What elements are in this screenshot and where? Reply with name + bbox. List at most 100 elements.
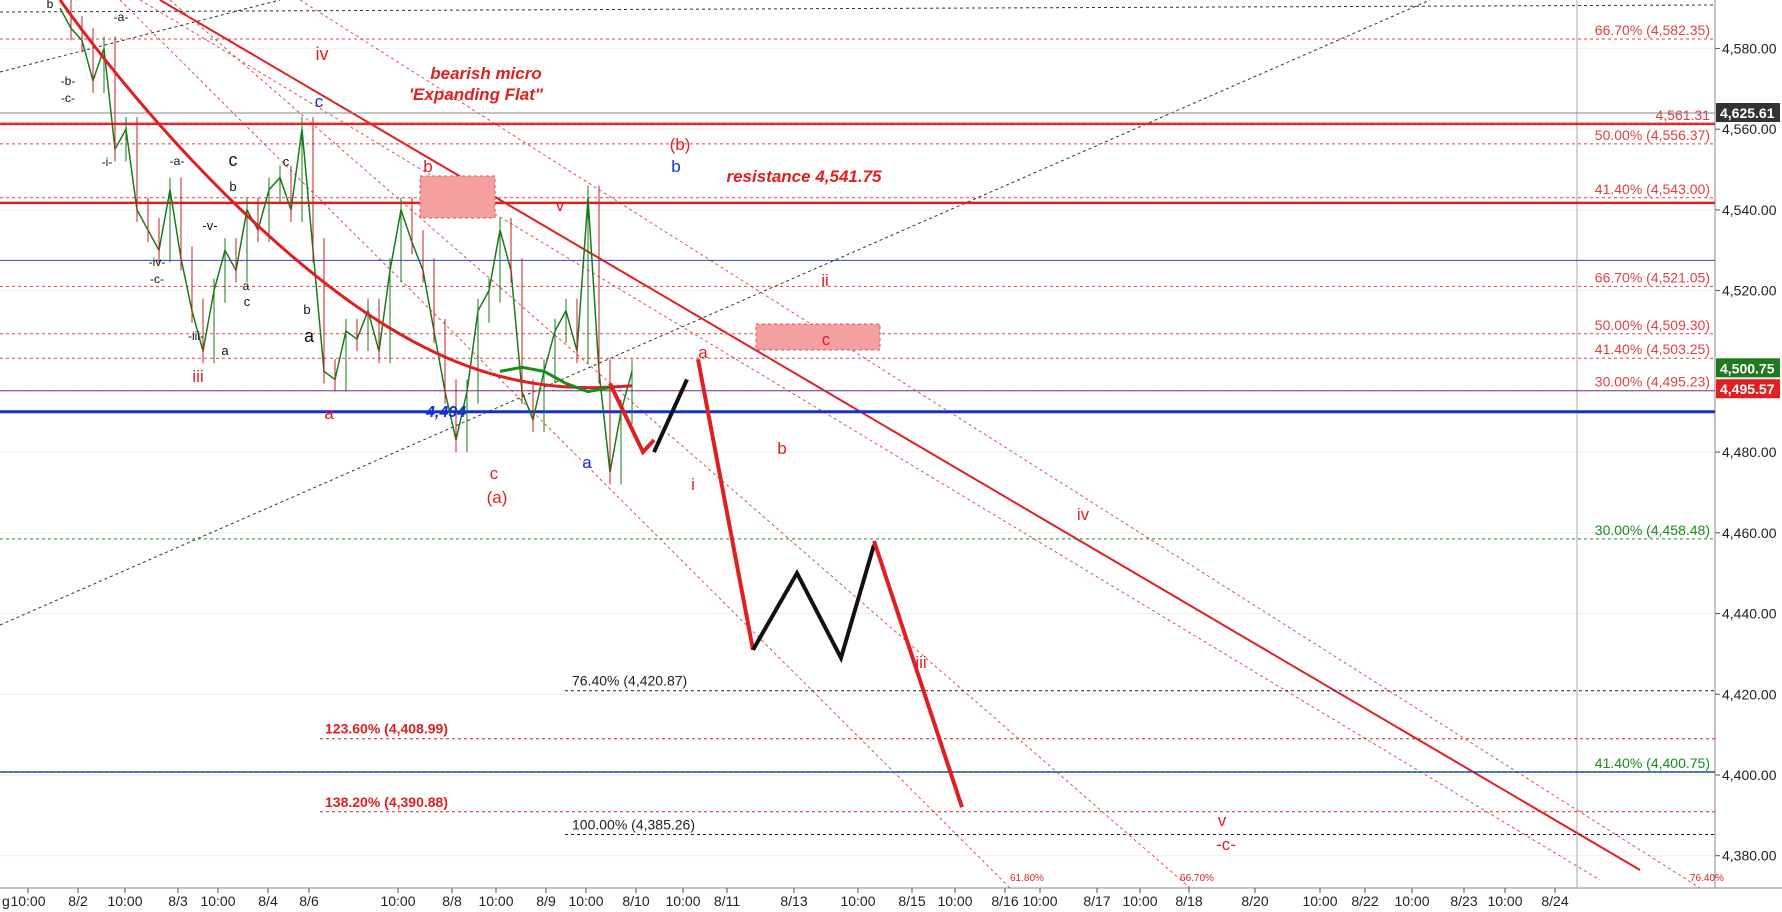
y-tick-label: 4,560.00 xyxy=(1722,121,1777,137)
x-axis: 10:00 8/2 10:00 8/3 10:00 8/4 8/6 10:00 8/8 10:00… xyxy=(2,888,1569,909)
x-tick-label: 8/22 xyxy=(1351,893,1378,909)
x-tick-label: 8/9 xyxy=(536,893,556,909)
x-tick-label: 10:00 xyxy=(478,893,513,909)
wave-label: -a- xyxy=(170,154,185,168)
y-tick-label: 4,580.00 xyxy=(1722,40,1777,56)
x-tick-label: 8/2 xyxy=(68,893,88,909)
wave-label: bearish micro xyxy=(430,64,542,83)
x-tick-label: 8/13 xyxy=(780,893,807,909)
x-tick-label: 10:00 xyxy=(568,893,603,909)
fib-level-label: 66.70% (4,582.35) xyxy=(1595,22,1710,38)
y-tick-label: 4,540.00 xyxy=(1722,202,1777,218)
horizontal-levels xyxy=(0,38,1715,835)
wave-label: c xyxy=(244,294,251,309)
x-tick-label: 10:00 xyxy=(840,893,875,909)
wave-label: a xyxy=(698,343,708,362)
x-tick-label: 10:00 xyxy=(665,893,700,909)
x-tick-label: 8/10 xyxy=(622,893,649,909)
wave-label: (a) xyxy=(487,488,508,507)
x-tick-label: 8/20 xyxy=(1241,893,1268,909)
fib-level-label: 41.40% (4,503.25) xyxy=(1595,341,1710,357)
fib-level-label: 50.00% (4,509.30) xyxy=(1595,317,1710,333)
y-tick-label: 4,440.00 xyxy=(1722,606,1777,622)
x-tick-label: 8/4 xyxy=(258,893,278,909)
rising-dotted-trendline xyxy=(0,0,1431,626)
x-tick-label: 8/8 xyxy=(442,893,462,909)
main-downtrend-line xyxy=(159,0,1641,871)
projection-black-2 xyxy=(751,544,876,664)
projection-red-2 xyxy=(696,358,755,651)
fib-level-label: 66.70% (4,521.05) xyxy=(1595,269,1710,285)
wave-label: b xyxy=(671,157,680,176)
y-axis-background xyxy=(1715,0,1782,912)
price-tag-bg xyxy=(1716,379,1780,399)
x-tick-label: 10:00 xyxy=(937,893,972,909)
y-tick-label: 4,480.00 xyxy=(1722,444,1777,460)
channel-76-line xyxy=(299,0,1701,889)
moving-average-green xyxy=(499,365,611,394)
wave-label: iii xyxy=(915,653,926,672)
channel-lines: 61.80% 66.70% 76.40% xyxy=(0,0,1724,889)
price-tag-label: 4,495.57 xyxy=(1720,381,1775,397)
projection-level-label: 138.20% (4,390.88) xyxy=(325,794,448,810)
x-tick-label: 10:00 xyxy=(1302,893,1337,909)
resistance-box-left xyxy=(419,175,496,219)
wave-label: a xyxy=(304,326,315,346)
wave-label: -c- xyxy=(150,272,164,286)
wave-label: ii xyxy=(821,271,829,290)
y-tick-label: 4,420.00 xyxy=(1722,686,1777,702)
wave-annotations: bearish micro 'Expanding Flat" resistance … xyxy=(0,0,1236,854)
wave-label: b xyxy=(229,179,236,194)
wave-label: v xyxy=(556,196,565,215)
resistance-boxes xyxy=(419,175,881,351)
resistance-box-right xyxy=(755,323,881,351)
wave-label: iii xyxy=(192,367,203,386)
projection-red-3 xyxy=(872,540,964,808)
x-tick-label: 10:00 xyxy=(107,893,142,909)
wave-label: a xyxy=(243,279,250,293)
fib-level-label: 4,561.31 xyxy=(1656,107,1711,123)
x-tick-label: 10:00 xyxy=(1487,893,1522,909)
y-axis: 4,580.00 4,560.00 4,540.00 4,520.00 4,480.00… xyxy=(1715,40,1780,864)
wave-label: c xyxy=(283,154,290,169)
projection-level-label: 123.60% (4,408.99) xyxy=(325,721,448,737)
wave-label: c xyxy=(490,464,499,483)
x-tick-label: 10:00 xyxy=(1022,893,1057,909)
fib-level-label: 30.00% (4,458.48) xyxy=(1595,522,1710,538)
x-tick-label: 8/15 xyxy=(898,893,925,909)
wave-label: c xyxy=(315,92,324,111)
plot-background xyxy=(0,0,1715,888)
wave-label: -a- xyxy=(114,10,129,24)
wave-label: i xyxy=(691,475,695,494)
upper-dotted-trendline xyxy=(0,0,281,73)
x-tick-label: 8/6 xyxy=(299,893,319,909)
x-tick-label: 8/16 xyxy=(991,893,1018,909)
wave-label: a xyxy=(582,453,592,472)
wave-label: -iv- xyxy=(149,255,166,269)
wave-label: iv xyxy=(1077,505,1090,524)
wave-label: -b- xyxy=(61,74,76,88)
channel-label: 61.80% xyxy=(1010,873,1044,884)
wave-label: -c- xyxy=(61,91,75,105)
wave-label: b xyxy=(303,302,310,317)
wave-label: -i- xyxy=(102,155,113,169)
channel-label: 76.40% xyxy=(1690,873,1724,884)
parallel-trendline xyxy=(139,0,1601,881)
y-tick-label: 4,520.00 xyxy=(1722,283,1777,299)
wave-label: a xyxy=(324,404,334,423)
wave-label: -iii- xyxy=(188,329,204,343)
grid-lines xyxy=(0,0,1715,888)
price-tag-label: 4,500.75 xyxy=(1720,360,1775,376)
wave-label: b xyxy=(0,0,4,3)
x-tick-label: 8/24 xyxy=(1541,893,1568,909)
wave-label: v xyxy=(1218,811,1227,830)
price-tag-label: 4,625.61 xyxy=(1720,105,1775,121)
price-tag-bg xyxy=(1716,103,1780,123)
wave-label: c xyxy=(229,150,238,170)
x-left-cut-label: g xyxy=(2,893,10,909)
wave-label: (b) xyxy=(670,135,691,154)
y-tick-label: 4,380.00 xyxy=(1722,848,1777,864)
wave-label: iv xyxy=(316,44,329,64)
fib-level-labels: 66.70% (4,582.35) 4,561.31 50.00% (4,556.3… xyxy=(325,22,1710,833)
